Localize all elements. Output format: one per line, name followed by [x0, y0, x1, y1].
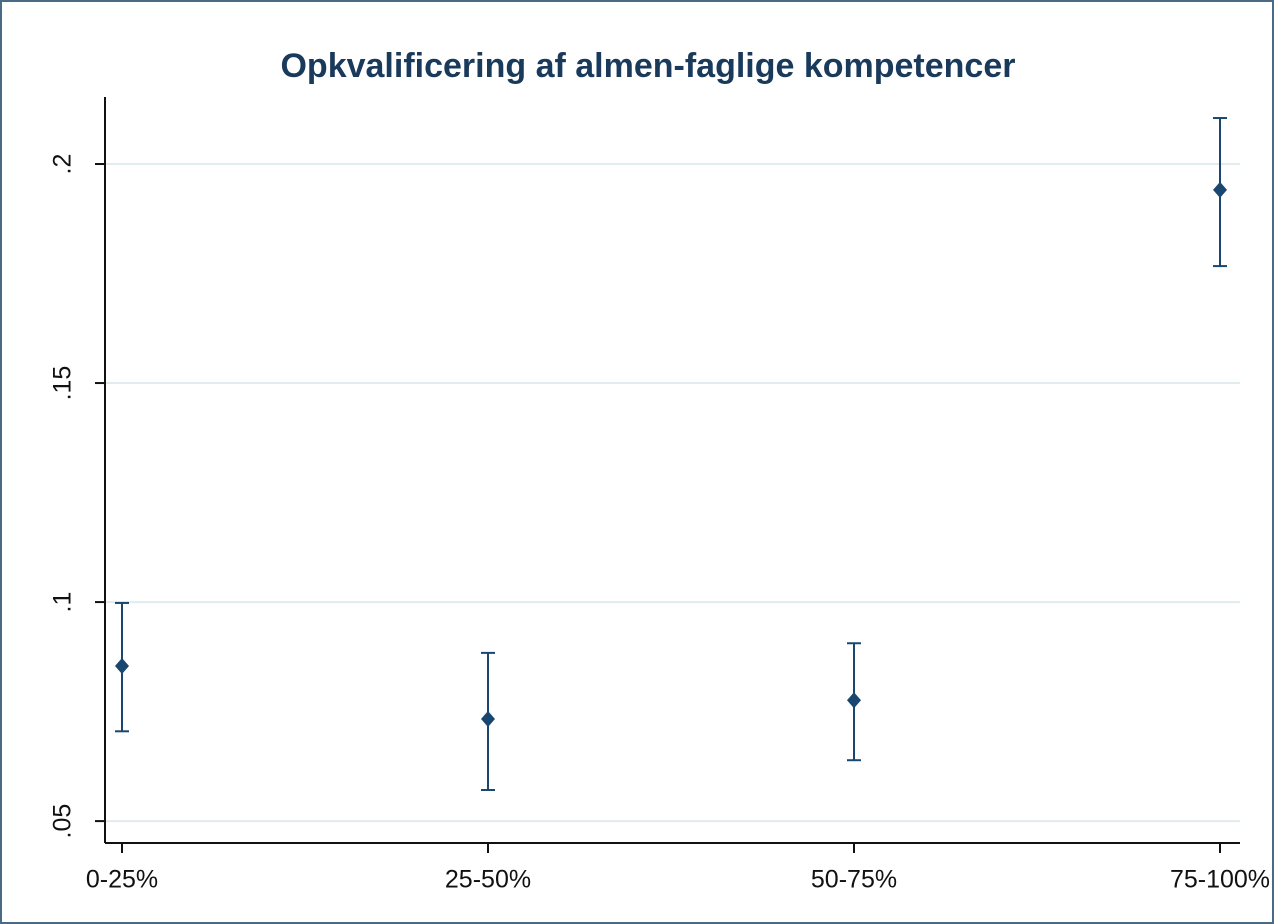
point: [847, 692, 861, 709]
y-tick-label: .1: [49, 592, 77, 613]
x-tick-label: 0-25%: [86, 866, 158, 894]
y-tick-label: .15: [49, 366, 77, 401]
point: [1213, 181, 1227, 198]
x-tick-label: 25-50%: [445, 866, 531, 894]
x-tick-label: 75-100%: [1170, 866, 1270, 894]
point: [481, 711, 495, 728]
y-tick-label: .05: [49, 804, 77, 839]
y-tick-label: .2: [49, 154, 77, 175]
chart-title: Opkvalificering af almen-faglige kompete…: [280, 47, 1015, 85]
x-tick-label: 50-75%: [811, 866, 897, 894]
point: [115, 658, 129, 675]
